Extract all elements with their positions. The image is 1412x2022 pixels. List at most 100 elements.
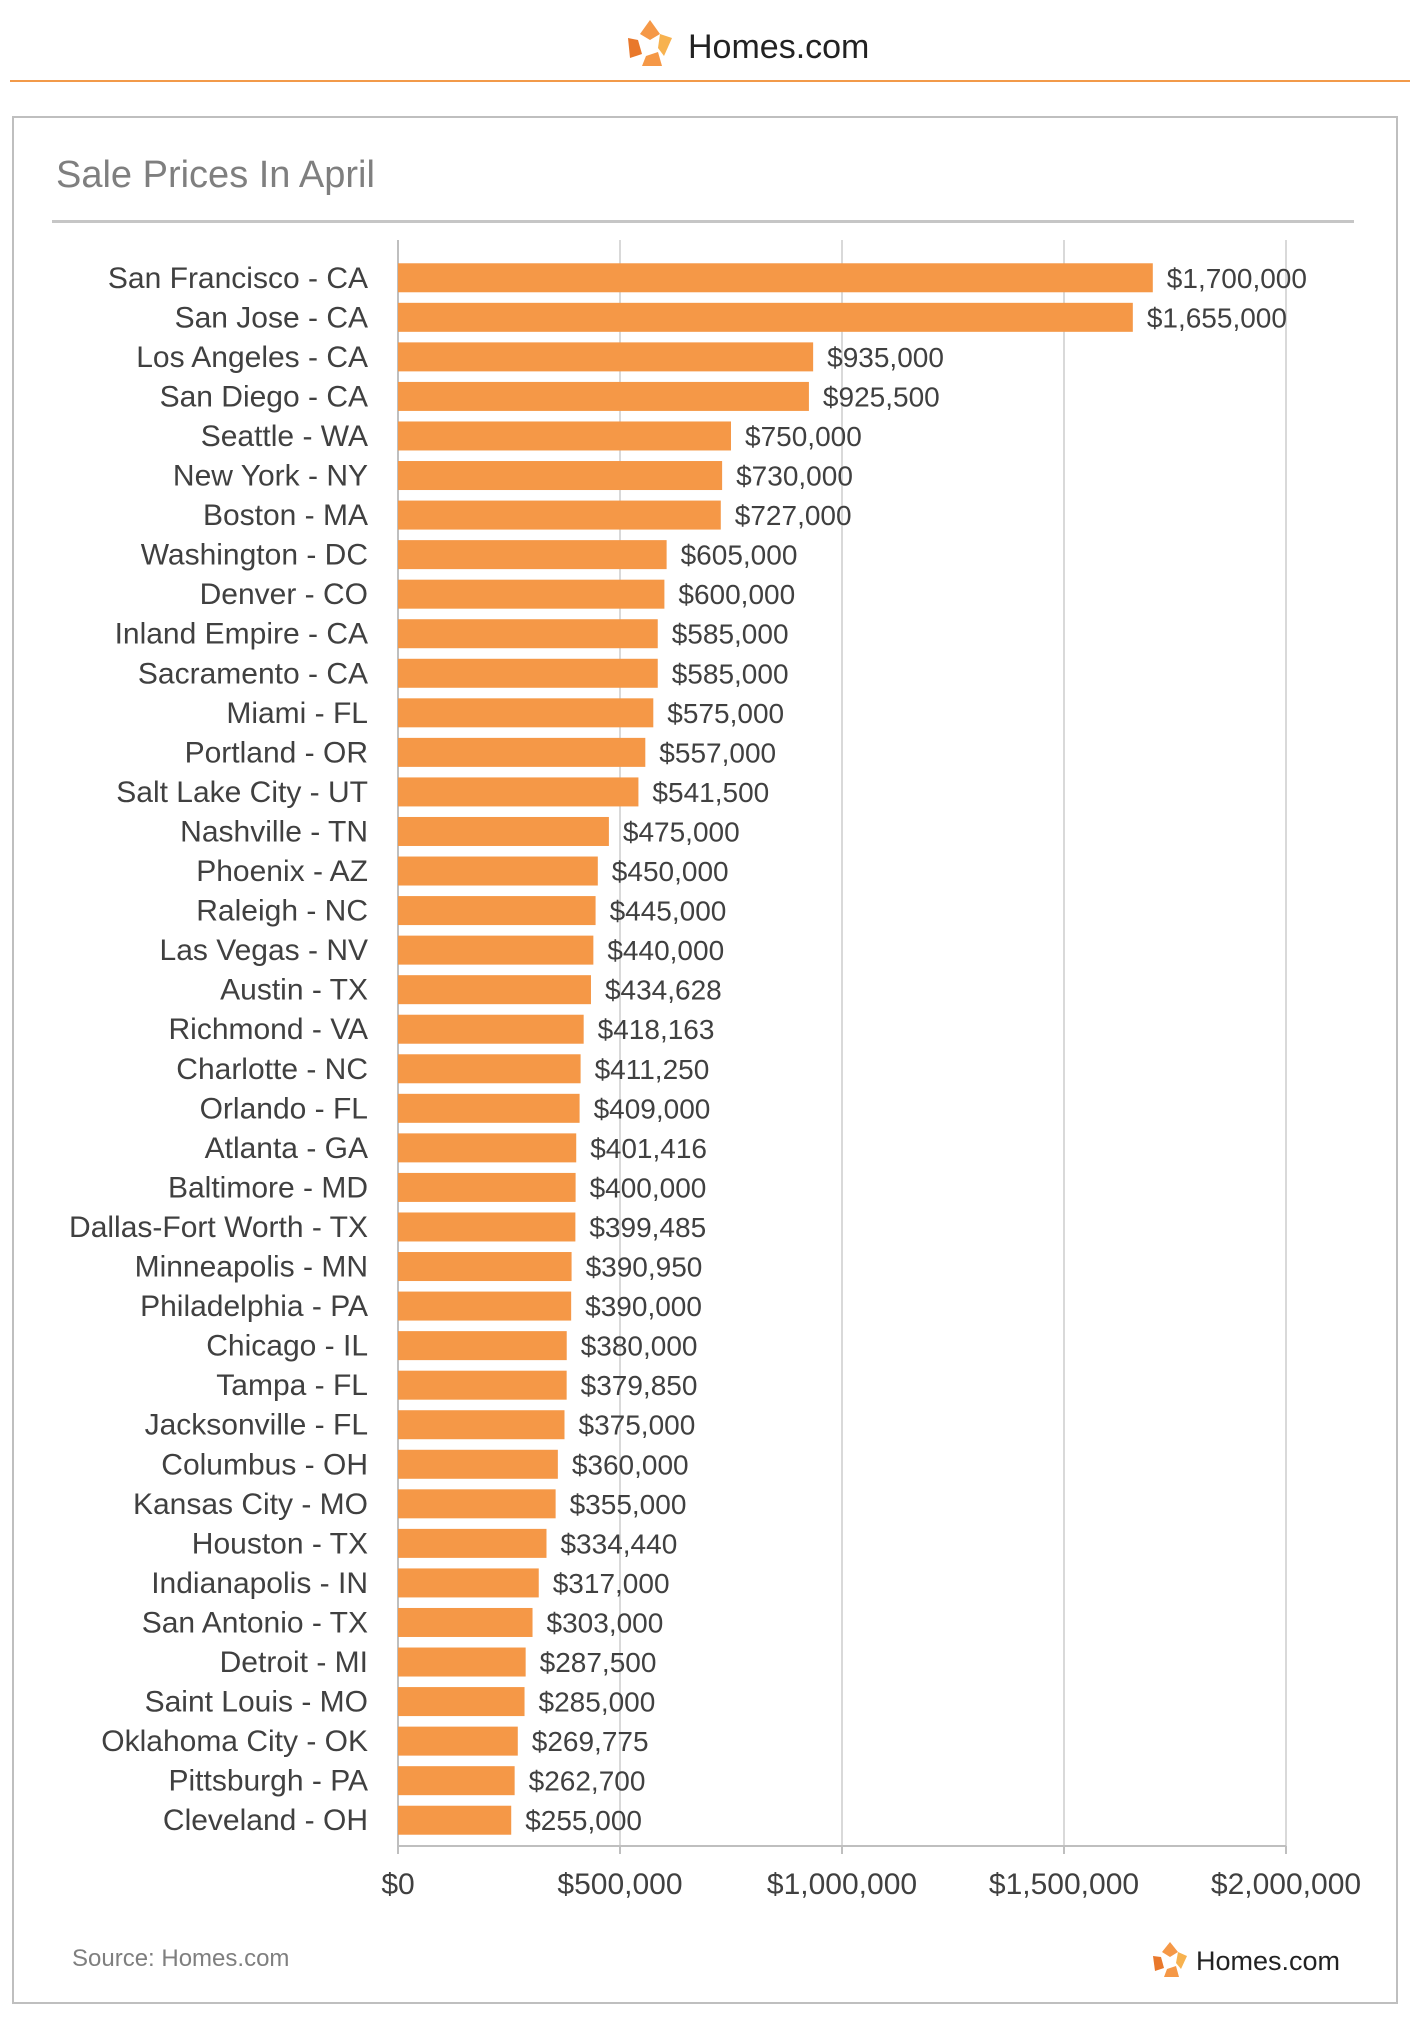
data-label: $262,700 <box>529 1766 646 1797</box>
category-label: Indianapolis - IN <box>151 1567 368 1600</box>
data-label: $418,163 <box>598 1014 715 1045</box>
footer-logo: Homes.com <box>1153 1942 1340 1977</box>
bar <box>398 658 658 688</box>
data-label: $375,000 <box>579 1410 696 1441</box>
chart-title: Sale Prices In April <box>56 154 375 196</box>
data-label: $400,000 <box>590 1172 707 1203</box>
data-label: $334,440 <box>560 1528 677 1559</box>
bar <box>398 342 814 372</box>
bar <box>398 381 809 411</box>
bar <box>398 1212 576 1242</box>
category-label: Phoenix - AZ <box>196 855 368 888</box>
data-label: $360,000 <box>572 1449 689 1480</box>
category-label: Salt Lake City - UT <box>116 776 368 809</box>
category-label: Los Angeles - CA <box>136 341 368 374</box>
category-label: Oklahoma City - OK <box>101 1725 368 1758</box>
data-label: $440,000 <box>607 935 724 966</box>
bar <box>398 1489 556 1519</box>
bar <box>398 302 1133 332</box>
category-label: Baltimore - MD <box>168 1171 368 1204</box>
title-divider <box>52 220 1354 223</box>
category-label: Richmond - VA <box>168 1013 368 1046</box>
bar <box>398 1172 576 1202</box>
bar-chart: $0 $500,000 $1,000,000 $1,500,000 $2,000,000… <box>69 240 1361 1901</box>
bar <box>398 896 596 926</box>
data-label: $411,250 <box>595 1054 710 1085</box>
category-label: Dallas-Fort Worth - TX <box>69 1211 368 1244</box>
bar <box>398 500 721 530</box>
data-label: $605,000 <box>681 540 798 571</box>
data-label: $287,500 <box>540 1647 657 1678</box>
category-label: Inland Empire - CA <box>115 618 368 651</box>
bar <box>398 1568 539 1598</box>
category-label: Columbus - OH <box>161 1448 368 1481</box>
x-tick-label: $0 <box>381 1868 414 1901</box>
bar <box>398 1687 525 1717</box>
category-label: Charlotte - NC <box>176 1053 368 1086</box>
bar <box>398 1449 558 1479</box>
data-label: $1,700,000 <box>1167 263 1307 294</box>
data-label: $285,000 <box>539 1687 656 1718</box>
data-label: $541,500 <box>652 777 769 808</box>
bar <box>398 1647 526 1677</box>
category-label: Sacramento - CA <box>138 657 368 690</box>
bar <box>398 1014 584 1044</box>
data-label: $317,000 <box>553 1568 670 1599</box>
data-label: $269,775 <box>532 1726 649 1757</box>
category-label: Miami - FL <box>226 697 368 730</box>
data-label: $727,000 <box>735 500 852 531</box>
data-label: $445,000 <box>610 896 727 927</box>
category-label: Detroit - MI <box>220 1646 368 1679</box>
category-label: Orlando - FL <box>200 1092 368 1125</box>
data-label: $303,000 <box>547 1607 664 1638</box>
category-label: Kansas City - MO <box>133 1488 368 1521</box>
category-label: San Antonio - TX <box>142 1606 368 1639</box>
bar <box>398 935 594 965</box>
data-label: $409,000 <box>594 1093 711 1124</box>
header-logo: Homes.com <box>628 20 869 66</box>
data-label: $399,485 <box>589 1212 706 1243</box>
header-divider <box>10 80 1410 82</box>
data-label: $600,000 <box>678 579 795 610</box>
data-label: $379,850 <box>581 1370 698 1401</box>
footer-brand-name: Homes.com <box>1196 1946 1340 1976</box>
data-label: $355,000 <box>570 1489 687 1520</box>
data-label: $450,000 <box>612 856 729 887</box>
category-label: Tampa - FL <box>216 1369 368 1402</box>
bar <box>398 816 609 846</box>
data-label: $434,628 <box>605 975 722 1006</box>
category-label: Las Vegas - NV <box>160 934 368 967</box>
data-label: $390,000 <box>585 1291 702 1322</box>
category-label: Washington - DC <box>141 539 368 572</box>
bar <box>398 1093 580 1123</box>
data-label: $475,000 <box>623 816 740 847</box>
source-note: Source: Homes.com <box>72 1945 290 1972</box>
category-label: Atlanta - GA <box>205 1132 368 1165</box>
data-label: $750,000 <box>745 421 862 452</box>
bar <box>398 579 665 609</box>
category-label: Jacksonville - FL <box>145 1409 368 1442</box>
bar <box>398 856 598 886</box>
x-tick-label: $500,000 <box>557 1868 682 1901</box>
bar <box>398 1054 581 1084</box>
category-label: Cleveland - OH <box>163 1804 368 1837</box>
bar <box>398 1331 567 1361</box>
footer-logo-icon <box>1153 1942 1187 1977</box>
x-tick-label: $1,000,000 <box>767 1868 917 1901</box>
bar <box>398 1726 518 1756</box>
x-tick-label: $2,000,000 <box>1211 1868 1361 1901</box>
bar <box>398 421 731 451</box>
category-label: New York - NY <box>173 460 368 493</box>
data-label: $585,000 <box>672 619 789 650</box>
category-label: San Diego - CA <box>160 380 368 413</box>
data-label: $380,000 <box>581 1331 698 1362</box>
bar <box>398 263 1153 293</box>
bar <box>398 1805 512 1835</box>
bar <box>398 1370 567 1400</box>
category-label: San Jose - CA <box>175 301 368 334</box>
category-label: Minneapolis - MN <box>135 1251 368 1284</box>
bar <box>398 777 639 807</box>
chart-frame <box>12 116 1398 2004</box>
category-label: Pittsburgh - PA <box>168 1765 368 1798</box>
data-label: $255,000 <box>525 1805 642 1836</box>
